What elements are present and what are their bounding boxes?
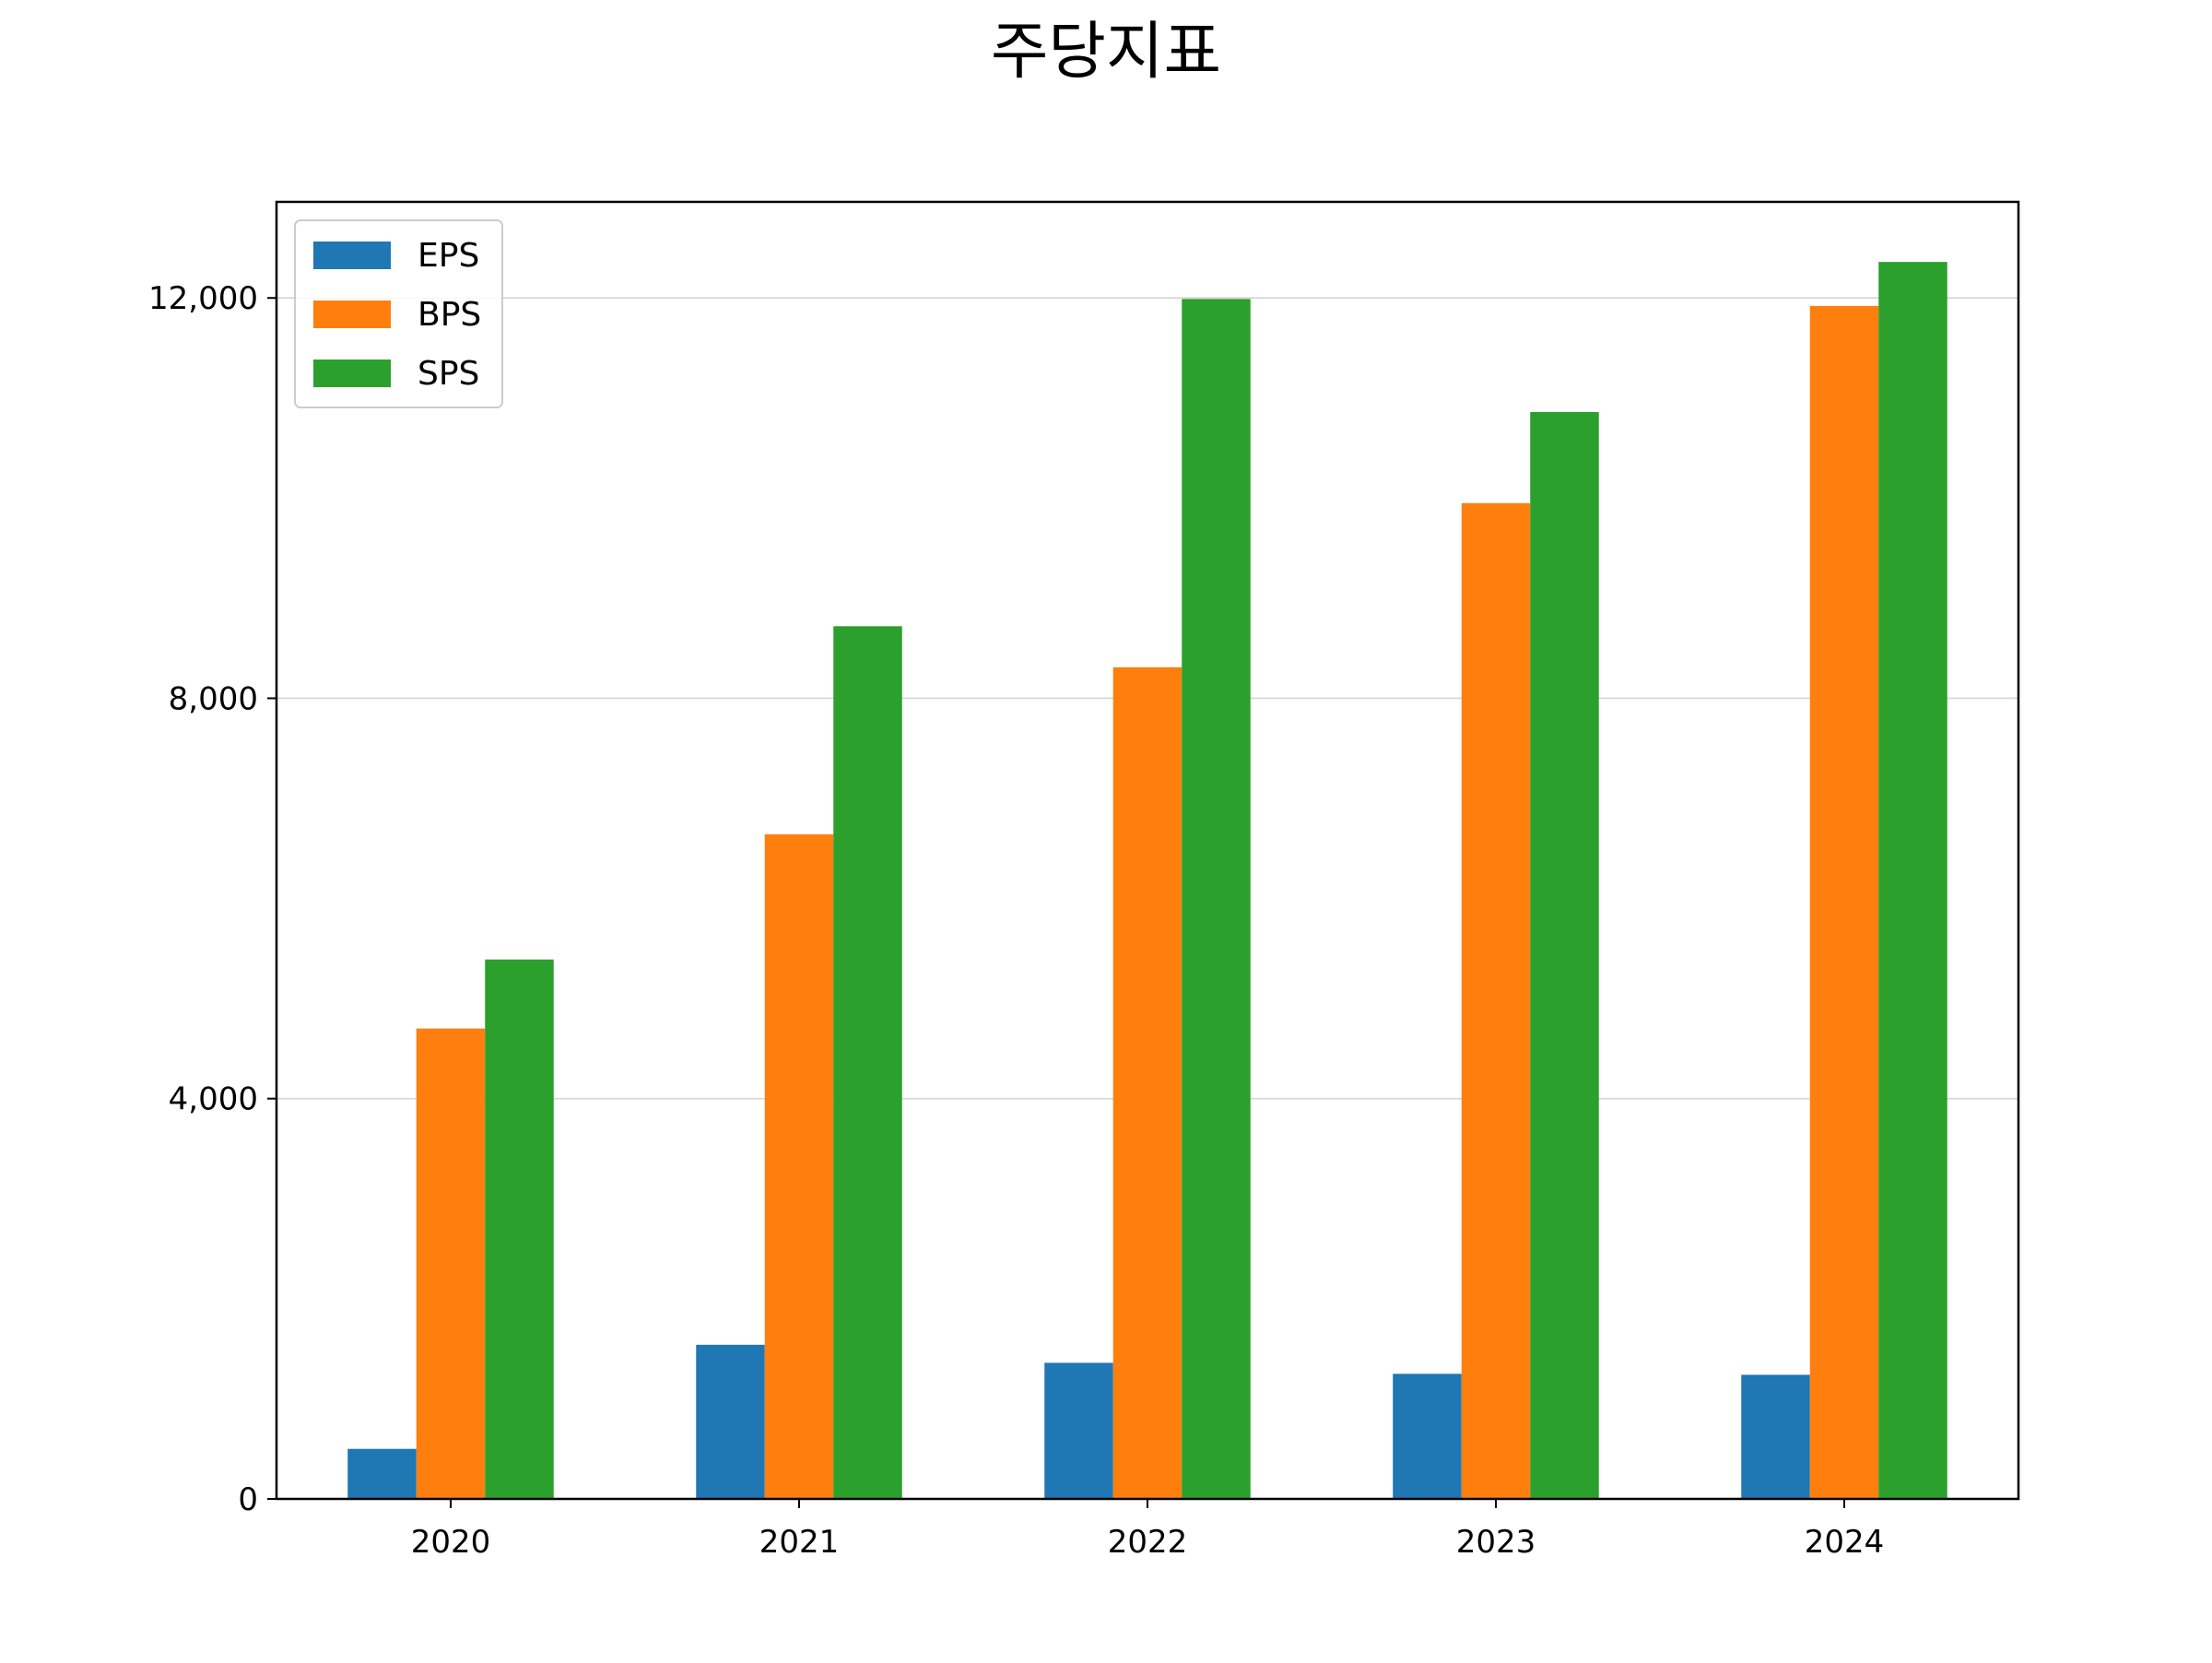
- bar-eps-2020: [347, 1448, 417, 1499]
- bar-sps-2023: [1530, 411, 1599, 1500]
- legend-label-eps: EPS: [418, 237, 479, 275]
- bar-sps-2024: [1878, 262, 1947, 1499]
- bar-bps-2021: [764, 834, 834, 1499]
- bar-bps-2023: [1461, 502, 1531, 1500]
- bar-sps-2021: [833, 626, 902, 1499]
- y-tick-label: 4,000: [169, 1081, 258, 1118]
- y-tick-label: 12,000: [148, 280, 258, 317]
- x-tick-label-2020: 2020: [411, 1524, 491, 1561]
- chart-title: 주당지표: [990, 16, 1222, 88]
- bar-bps-2020: [416, 1028, 486, 1499]
- bar-sps-2022: [1182, 299, 1251, 1499]
- bar-bps-2022: [1112, 666, 1182, 1499]
- bar-eps-2022: [1044, 1362, 1113, 1499]
- y-tick-label: 0: [238, 1481, 258, 1518]
- y-tick-label: 8,000: [169, 680, 258, 717]
- x-tick-label-2022: 2022: [1108, 1524, 1188, 1561]
- legend-label-sps: SPS: [418, 355, 479, 393]
- bar-sps-2020: [485, 959, 554, 1499]
- legend: EPS BPS SPS: [294, 219, 503, 408]
- x-tick-label-2021: 2021: [759, 1524, 840, 1561]
- bar-eps-2024: [1741, 1374, 1810, 1499]
- x-tick-label-2023: 2023: [1456, 1524, 1536, 1561]
- x-tick-label-2024: 2024: [1805, 1524, 1885, 1561]
- legend-label-bps: BPS: [418, 296, 481, 334]
- bar-eps-2023: [1393, 1374, 1462, 1499]
- bar-bps-2024: [1809, 305, 1879, 1499]
- bar-eps-2021: [696, 1344, 765, 1499]
- legend-swatch-eps: [313, 242, 391, 269]
- bars: [347, 262, 1947, 1500]
- legend-swatch-bps: [313, 301, 391, 328]
- axes: 0 4,000 8,000 12,000 2020 2021 2022 2023 2024: [148, 200, 2020, 1561]
- legend-swatch-sps: [313, 360, 391, 387]
